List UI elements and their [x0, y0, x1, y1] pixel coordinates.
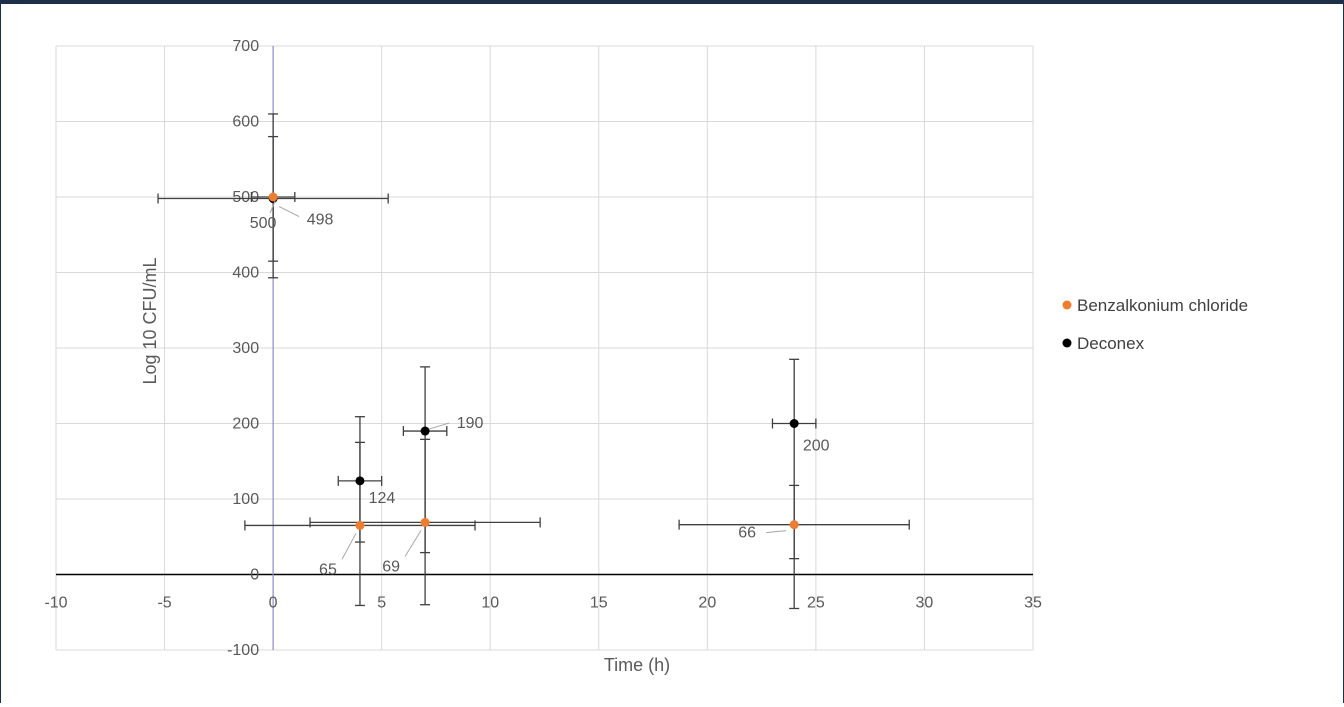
x-tick-label: 20	[698, 595, 716, 612]
data-label: 498	[307, 212, 334, 229]
y-tick-label: 200	[232, 416, 259, 433]
data-label: 500	[250, 215, 277, 232]
tick-labels: -10 -5 0 5 10 15 20 25 30 35 -100 0 100 200 300 400 500 6…	[44, 38, 1042, 659]
y-tick-label: 500	[232, 189, 259, 206]
x-axis-title: Time (h)	[604, 655, 670, 675]
legend-label: Deconex	[1077, 334, 1145, 353]
y-tick-label: 400	[232, 265, 259, 282]
gridlines	[55, 45, 1034, 651]
deconex-legend-marker	[1062, 338, 1072, 348]
data-label: 124	[369, 490, 396, 507]
label-leader-line	[428, 422, 450, 430]
data-label: 65	[319, 561, 337, 578]
label-leader-line	[269, 200, 276, 214]
data-label: 66	[738, 525, 756, 542]
y-tick-label: -100	[227, 642, 259, 659]
deconex-point	[420, 426, 430, 436]
y-tick-label: 0	[250, 567, 259, 584]
benzalkonium-chloride-point	[268, 192, 278, 202]
label-leader-line	[278, 206, 300, 217]
y-axis-title: Log 10 CFU/mL	[140, 257, 160, 384]
x-tick-label: 35	[1024, 595, 1042, 612]
benzalkonium-chloride-point	[789, 520, 799, 530]
benzalkonium-chloride-point	[355, 520, 365, 530]
benzalkonium-chloride-legend-marker	[1062, 300, 1072, 310]
legend-item: Benzalkonium chloride	[1062, 296, 1248, 315]
legend-item: Deconex	[1062, 334, 1145, 353]
x-tick-label: -5	[157, 595, 171, 612]
x-tick-label: 25	[807, 595, 825, 612]
legend: Benzalkonium chloride Deconex	[1062, 296, 1248, 353]
data-label: 190	[457, 415, 484, 432]
x-tick-label: 10	[481, 595, 499, 612]
y-tick-label: 100	[232, 491, 259, 508]
x-tick-label: -10	[44, 595, 67, 612]
data-label: 200	[803, 438, 830, 455]
label-leader-line	[404, 530, 422, 557]
label-leader-line	[341, 533, 357, 560]
benzalkonium-chloride-point	[420, 517, 430, 527]
error-bars	[157, 113, 910, 610]
x-tick-label: 5	[377, 595, 386, 612]
y-tick-label: 600	[232, 114, 259, 131]
x-tick-label: 30	[916, 595, 934, 612]
label-leader-line	[766, 530, 787, 534]
y-tick-label: 300	[232, 340, 259, 357]
x-tick-label: 15	[590, 595, 608, 612]
x-tick-label: 0	[269, 595, 278, 612]
y-tick-label: 700	[232, 38, 259, 55]
deconex-point	[789, 419, 799, 428]
data-points	[268, 192, 799, 530]
scatter-chart: -10 -5 0 5 10 15 20 25 30 35 -100 0 100 200 300 400 500 6…	[44, 38, 1248, 675]
legend-label: Benzalkonium chloride	[1077, 296, 1248, 315]
data-label: 69	[382, 558, 400, 575]
deconex-point	[355, 476, 365, 486]
data-labels: 500 65 69 66 498 124 190 200	[250, 200, 830, 578]
